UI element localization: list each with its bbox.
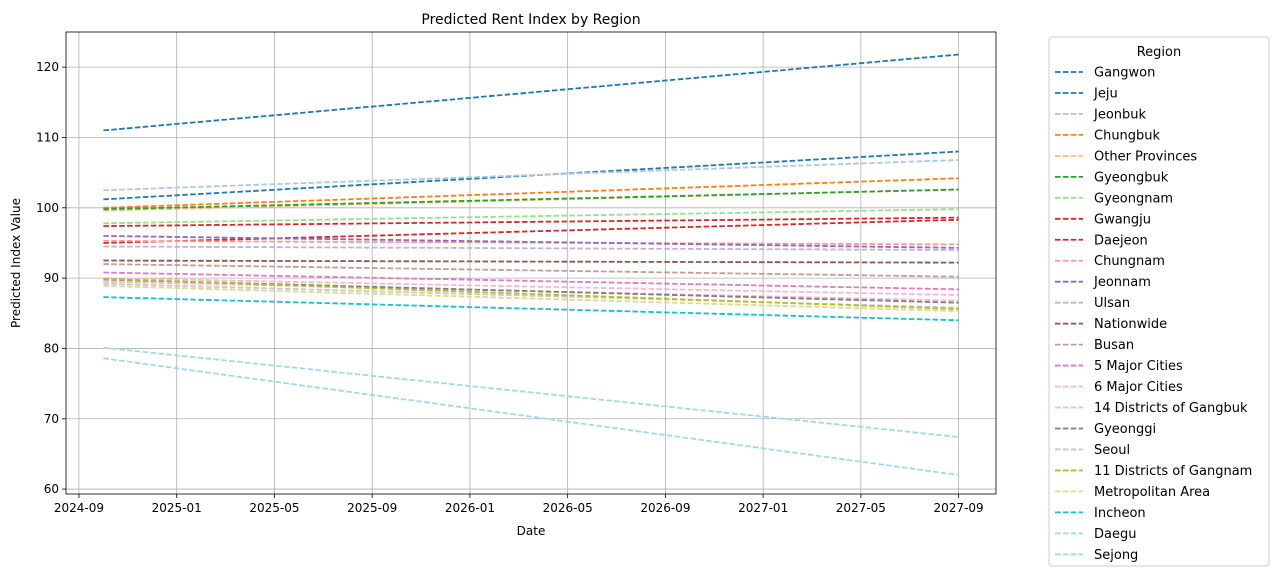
series-line-chungbuk	[103, 177, 959, 209]
legend-label: Chungnam	[1094, 254, 1165, 269]
y-tick-label: 80	[44, 341, 59, 355]
series-lines	[103, 53, 959, 476]
legend-title: Region	[1137, 45, 1182, 60]
legend-item-gyeongnam: Gyeongnam	[1055, 191, 1173, 206]
y-axis-label: Predicted Index Value	[9, 198, 23, 328]
y-tick-label: 70	[44, 412, 59, 426]
series-line-gyeongnam	[103, 208, 959, 225]
series-line-busan	[103, 263, 959, 278]
legend-label: Other Provinces	[1094, 149, 1197, 164]
series-line-11-districts-of-gangnam	[103, 277, 959, 310]
legend-label: Busan	[1094, 338, 1134, 353]
legend-item-14-districts-of-gangbuk: 14 Districts of Gangbuk	[1055, 401, 1248, 416]
legend-item-gyeongbuk: Gyeongbuk	[1055, 170, 1169, 185]
legend-label: Incheon	[1094, 506, 1146, 521]
legend-item-nationwide: Nationwide	[1055, 317, 1167, 332]
plot-area-frame	[65, 31, 997, 495]
series-line-incheon	[103, 296, 959, 322]
x-tick-label: 2025-05	[249, 501, 299, 515]
series-line-6-major-cities	[103, 277, 959, 296]
series-line-jeonnam	[103, 235, 959, 249]
legend-label: Sejong	[1094, 548, 1138, 563]
legend-box	[1048, 36, 1270, 567]
legend-label: Jeonbuk	[1093, 107, 1147, 122]
legend-item-daegu: Daegu	[1055, 527, 1136, 542]
legend-label: Gyeonggi	[1094, 422, 1156, 437]
legend-item-chungbuk: Chungbuk	[1055, 128, 1161, 143]
legend-item-daejeon: Daejeon	[1055, 233, 1148, 248]
y-tick-label: 120	[36, 60, 59, 74]
x-tick-label: 2027-01	[738, 501, 788, 515]
legend-item-jeonnam: Jeonnam	[1055, 275, 1151, 290]
y-tick-label: 60	[44, 482, 59, 496]
legend-item-other-provinces: Other Provinces	[1055, 149, 1197, 164]
y-tick-label: 100	[36, 201, 59, 215]
series-line-metropolitan-area	[103, 285, 959, 313]
legend-label: 14 Districts of Gangbuk	[1094, 401, 1248, 416]
series-line-daegu	[103, 346, 959, 438]
y-tick-label: 90	[44, 271, 59, 285]
legend-label: Gangwon	[1094, 66, 1155, 81]
legend-item-seoul: Seoul	[1055, 443, 1130, 458]
series-line-jeonbuk	[103, 159, 959, 192]
x-tick-label: 2025-01	[152, 501, 202, 515]
legend-label: Metropolitan Area	[1094, 485, 1210, 500]
y-axis: 60 70 80 90 100 110 120	[36, 60, 66, 496]
series-line-5-major-cities	[103, 271, 959, 291]
legend-item-6-major-cities: 6 Major Cities	[1055, 380, 1183, 395]
legend-label: 5 Major Cities	[1094, 359, 1183, 374]
legend-label: Jeonnam	[1093, 275, 1151, 290]
x-tick-label: 2025-09	[347, 501, 397, 515]
legend-label: Nationwide	[1094, 317, 1167, 332]
legend-item-gwangju: Gwangju	[1055, 212, 1151, 227]
legend-label: Jeju	[1093, 86, 1118, 101]
x-axis-label: Date	[517, 524, 546, 538]
legend-label: Seoul	[1094, 443, 1130, 458]
x-tick-label: 2026-05	[543, 501, 593, 515]
series-line-sejong	[103, 357, 959, 476]
chart-title: Predicted Rent Index by Region	[421, 12, 640, 28]
series-line-gangwon	[103, 53, 959, 132]
x-tick-label: 2026-01	[445, 501, 495, 515]
legend-item-ulsan: Ulsan	[1055, 296, 1130, 311]
legend-label: Gyeongbuk	[1094, 170, 1169, 185]
legend: Region Gangwon Jeju Jeonbuk Chungbuk Other P…	[1048, 36, 1270, 567]
grid	[66, 32, 996, 494]
legend-item-5-major-cities: 5 Major Cities	[1055, 359, 1183, 374]
legend-item-sejong: Sejong	[1055, 548, 1138, 563]
legend-item-busan: Busan	[1055, 338, 1134, 353]
legend-label: Gyeongnam	[1094, 191, 1173, 206]
legend-label: 6 Major Cities	[1094, 380, 1183, 395]
x-tick-label: 2027-05	[836, 501, 886, 515]
legend-label: Gwangju	[1094, 212, 1151, 227]
legend-item-jeju: Jeju	[1055, 86, 1118, 101]
legend-label: Ulsan	[1094, 296, 1130, 311]
legend-item-gangwon: Gangwon	[1055, 66, 1155, 81]
legend-label: Chungbuk	[1094, 128, 1161, 143]
series-line-gyeongbuk	[103, 188, 959, 211]
legend-item-11-districts-of-gangnam: 11 Districts of Gangnam	[1055, 464, 1252, 479]
x-tick-label: 2027-09	[934, 501, 984, 515]
legend-item-chungnam: Chungnam	[1055, 254, 1165, 269]
legend-item-jeonbuk: Jeonbuk	[1055, 107, 1147, 122]
series-line-daejeon	[103, 218, 959, 244]
legend-label: Daegu	[1094, 527, 1136, 542]
x-tick-label: 2024-09	[54, 501, 104, 515]
x-axis: 2024-09 2025-01 2025-05 2025-09 2026-01 2026-…	[54, 494, 984, 515]
y-tick-label: 110	[36, 130, 59, 144]
series-line-nationwide	[103, 259, 959, 264]
series-line-ulsan	[103, 245, 959, 251]
legend-label: Daejeon	[1094, 233, 1148, 248]
series-line-gwangju	[103, 216, 959, 227]
x-tick-label: 2026-09	[640, 501, 690, 515]
legend-item-metropolitan-area: Metropolitan Area	[1055, 485, 1210, 500]
legend-item-gyeonggi: Gyeonggi	[1055, 422, 1156, 437]
legend-label: 11 Districts of Gangnam	[1094, 464, 1252, 479]
legend-item-incheon: Incheon	[1055, 506, 1146, 521]
